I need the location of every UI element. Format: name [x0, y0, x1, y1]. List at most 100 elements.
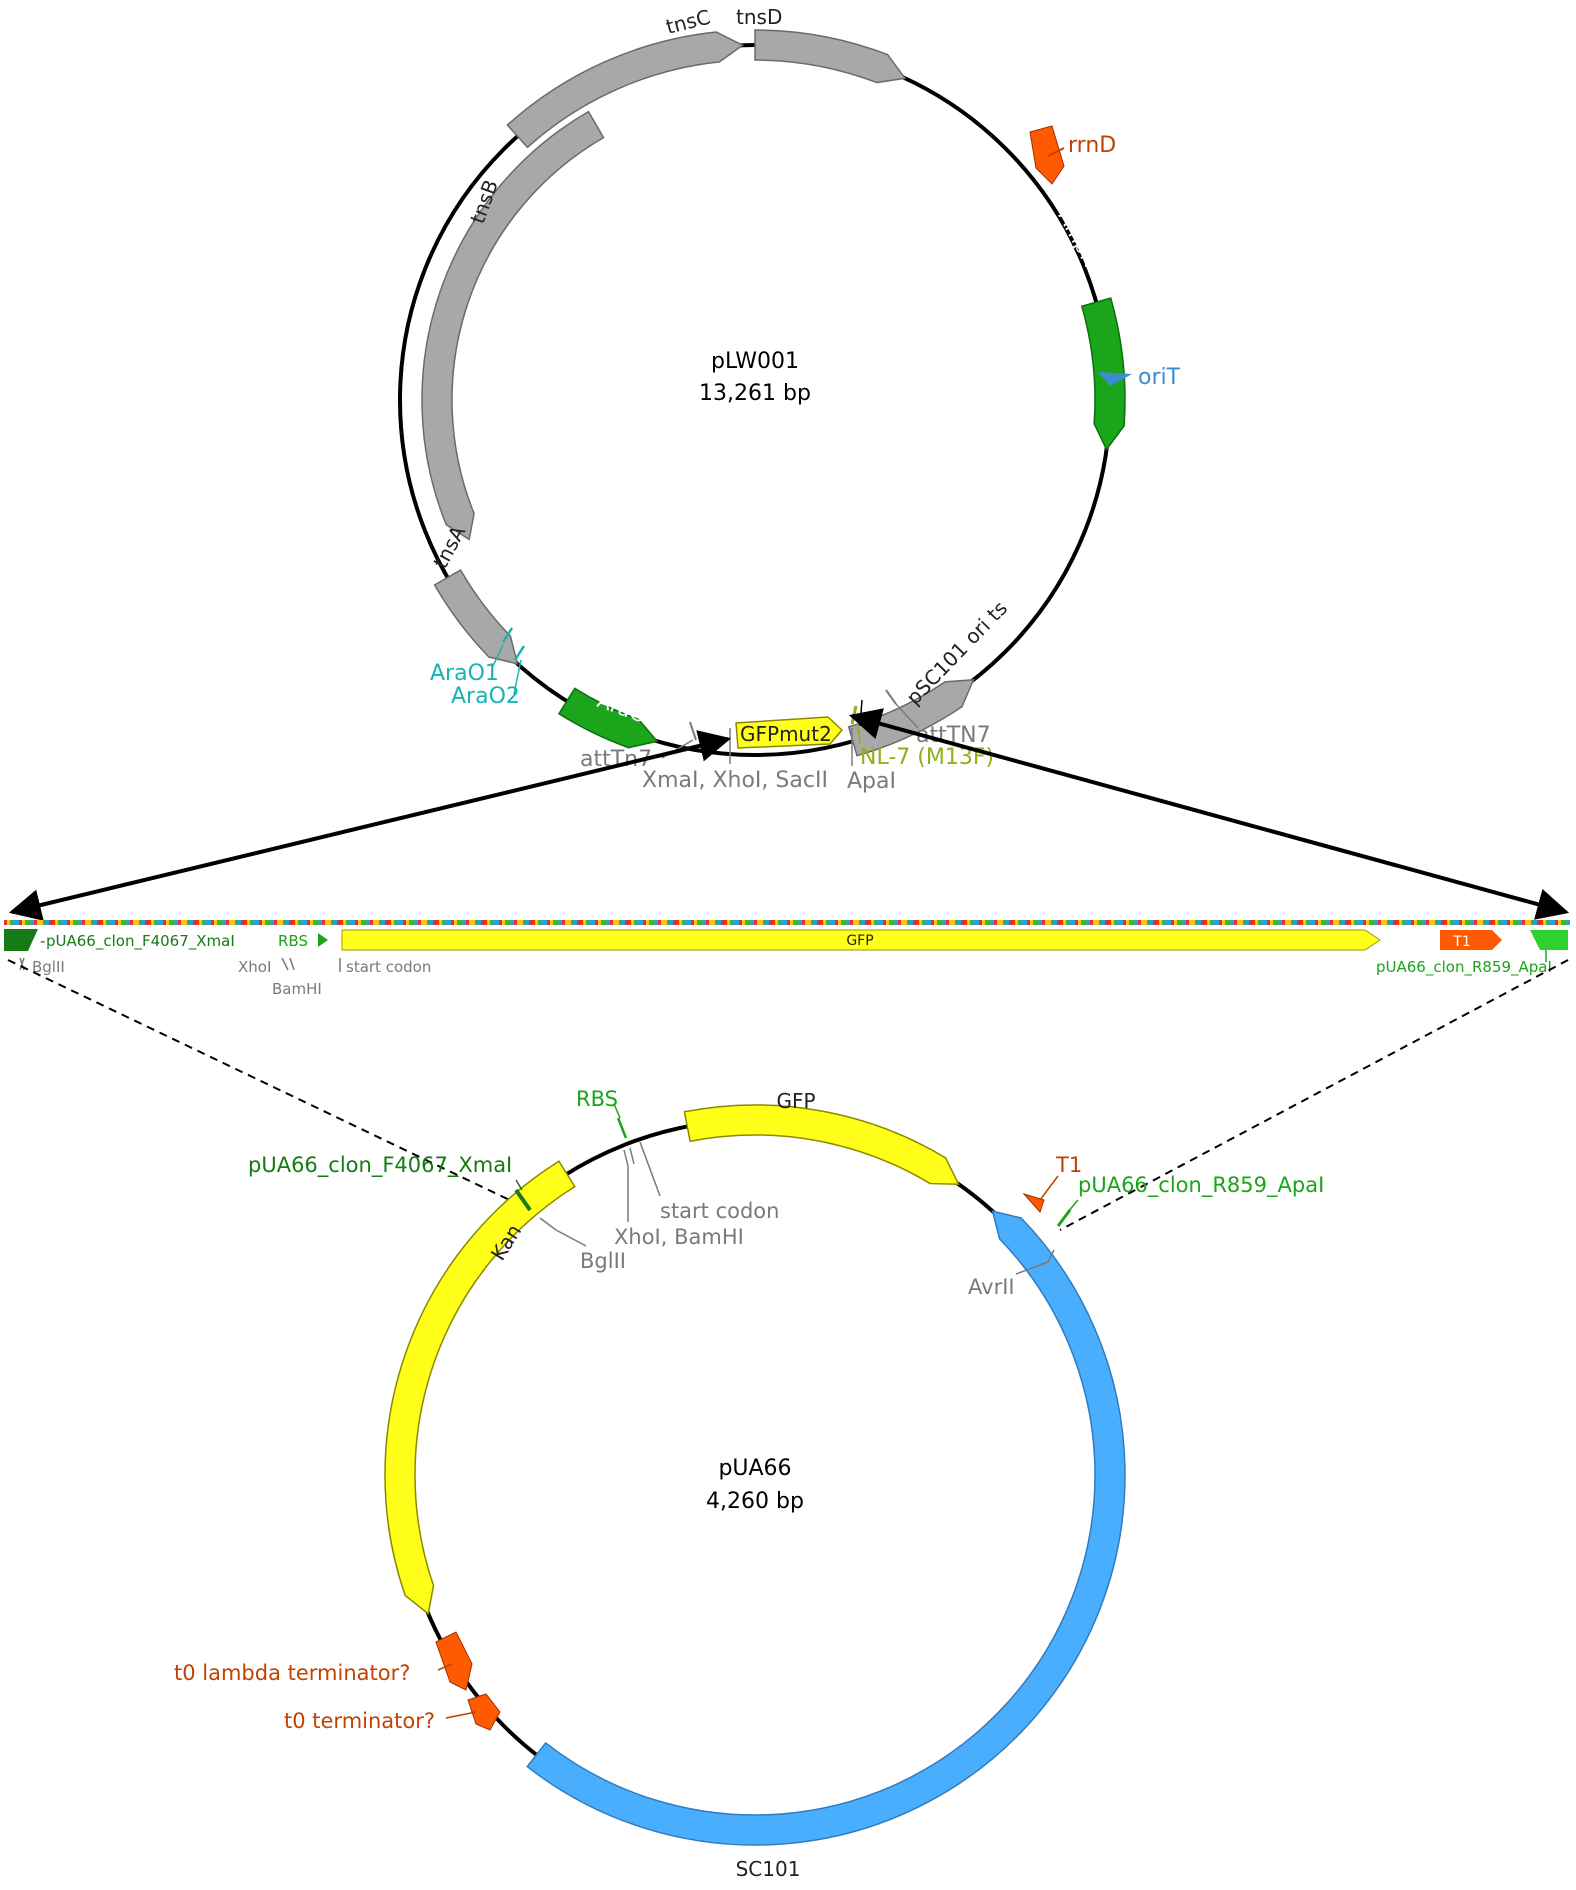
sequence-base — [889, 920, 892, 925]
sequence-base — [364, 920, 367, 925]
sequence-base — [439, 920, 442, 925]
sequence-base — [484, 920, 487, 925]
sequence-base — [322, 920, 325, 925]
sequence-base — [916, 920, 919, 925]
sequence-base — [67, 920, 70, 925]
sequence-base — [1555, 920, 1558, 925]
sequence-base — [604, 920, 607, 925]
sequence-base — [820, 920, 823, 925]
sequence-base — [667, 920, 670, 925]
sequence-base — [481, 920, 484, 925]
t1-feature-bottom — [1022, 1193, 1045, 1213]
sequence-base — [1519, 920, 1522, 925]
atttn7-left-mark — [689, 721, 697, 741]
sequence-base — [1270, 920, 1273, 925]
sequence-base — [1465, 920, 1468, 925]
sequence-base — [232, 920, 235, 925]
linear-label-t1: T1 — [1452, 934, 1470, 950]
sequence-base — [1387, 920, 1390, 925]
feature-label-t0: t0 terminator? — [284, 1709, 435, 1733]
sequence-base — [721, 920, 724, 925]
sequence-base — [328, 920, 331, 925]
sequence-base — [961, 920, 964, 925]
sequence-base — [52, 920, 55, 925]
sequence-base — [244, 920, 247, 925]
sequence-base — [1210, 920, 1213, 925]
arao1-leader — [491, 644, 504, 669]
sequence-base — [676, 920, 679, 925]
sequence-base — [1045, 920, 1048, 925]
sequence-base — [376, 920, 379, 925]
sequence-base — [1375, 920, 1378, 925]
sequence-base — [1183, 920, 1186, 925]
sequence-base — [256, 920, 259, 925]
sequence-base — [1390, 920, 1393, 925]
sequence-base — [145, 920, 148, 925]
linear-label-rbs: RBS — [278, 932, 308, 950]
sequence-base — [766, 920, 769, 925]
sequence-base — [349, 920, 352, 925]
sequence-base — [1324, 920, 1327, 925]
sequence-base — [490, 920, 493, 925]
sequence-base — [1513, 920, 1516, 925]
sequence-base — [1297, 920, 1300, 925]
sequence-base — [1435, 920, 1438, 925]
sequence-base — [1129, 920, 1132, 925]
sequence-base — [229, 920, 232, 925]
sequence-base — [496, 920, 499, 925]
sequence-base — [793, 920, 796, 925]
sequence-base — [1534, 920, 1537, 925]
primer-fwd-block — [4, 929, 38, 951]
sequence-base — [1096, 920, 1099, 925]
sequence-base — [1477, 920, 1480, 925]
sequence-base — [937, 920, 940, 925]
sequence-base — [493, 920, 496, 925]
sequence-base — [1015, 920, 1018, 925]
sequence-base — [22, 920, 25, 925]
sequence-base — [391, 920, 394, 925]
sequence-base — [826, 920, 829, 925]
feature-label-ampr: AmpR — [1054, 206, 1103, 270]
sequence-base — [1438, 920, 1441, 925]
sequence-base — [298, 920, 301, 925]
atttn7-right-mark — [885, 689, 897, 705]
sequence-base — [451, 920, 454, 925]
sequence-base — [694, 920, 697, 925]
sequence-base — [640, 920, 643, 925]
sequence-base — [1471, 920, 1474, 925]
sequence-base — [643, 920, 646, 925]
sequence-base — [286, 920, 289, 925]
sequence-base — [1273, 920, 1276, 925]
sequence-base — [424, 920, 427, 925]
sequence-base — [1396, 920, 1399, 925]
sequence-base — [1495, 920, 1498, 925]
t0-lambda-leader — [437, 1663, 453, 1671]
sequence-base — [1378, 920, 1381, 925]
sequence-base — [706, 920, 709, 925]
sequence-base — [514, 920, 517, 925]
sequence-base — [991, 920, 994, 925]
sequence-base — [1480, 920, 1483, 925]
sequence-base — [295, 920, 298, 925]
sequence-base — [103, 920, 106, 925]
sequence-base — [1504, 920, 1507, 925]
linear-label-bglii: BglII — [32, 958, 65, 976]
sequence-base — [1312, 920, 1315, 925]
sequence-base — [64, 920, 67, 925]
sequence-base — [1159, 920, 1162, 925]
sequence-base — [1006, 920, 1009, 925]
sequence-base — [805, 920, 808, 925]
sequence-base — [382, 920, 385, 925]
sequence-base — [691, 920, 694, 925]
sequence-base — [739, 920, 742, 925]
sequence-base — [499, 920, 502, 925]
sequence-base — [568, 920, 571, 925]
sequence-base — [1399, 920, 1402, 925]
sequence-base — [415, 920, 418, 925]
sequence-base — [1042, 920, 1045, 925]
sequence-base — [1381, 920, 1384, 925]
sequence-base — [910, 920, 913, 925]
primer-rev-mark-bottom — [1056, 1209, 1072, 1227]
sequence-base — [652, 920, 655, 925]
linear-label-start-codon: start codon — [346, 958, 431, 976]
